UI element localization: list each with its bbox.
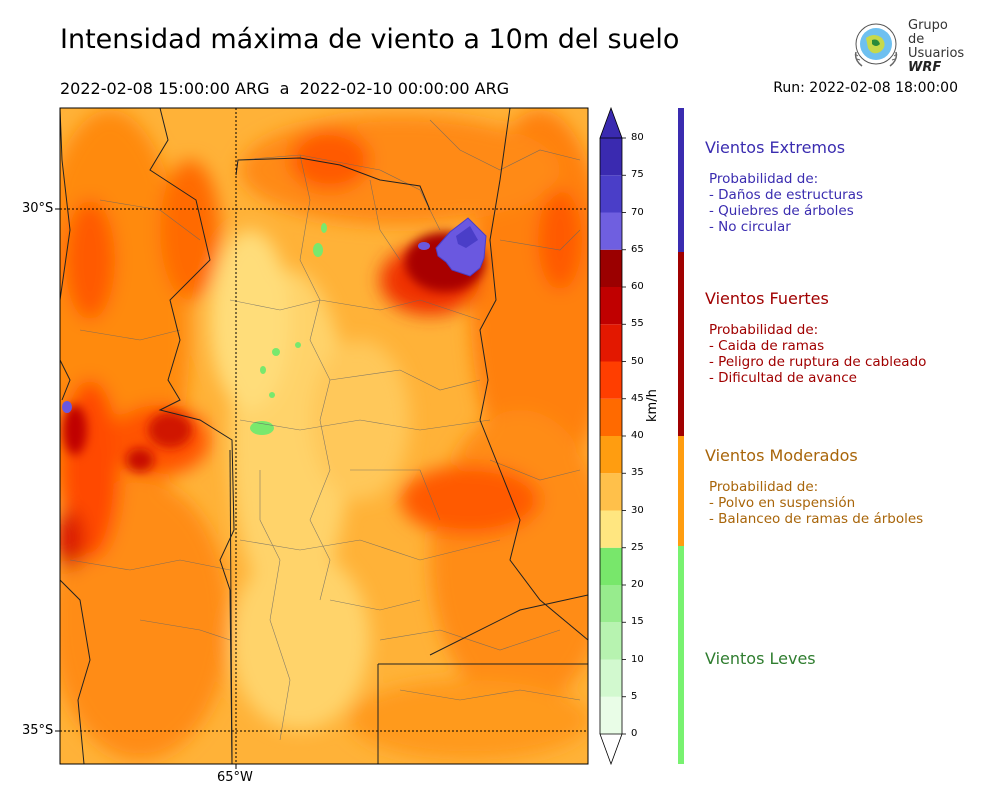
colorbar-segment (600, 622, 622, 660)
colorbar-segment (600, 212, 622, 250)
colorbar-tick-label: 75 (631, 169, 644, 181)
legend-category-heading: Vientos Fuertes (705, 289, 829, 308)
colorbar-segment (600, 138, 622, 176)
colorbar-segment (600, 287, 622, 325)
colorbar-max-extension (599, 106, 623, 139)
colorbar-tick-label: 40 (631, 430, 644, 441)
colorbar-tick-label: 30 (631, 504, 644, 516)
legend-category-line: Probabilidad de: (709, 322, 819, 338)
map-frame (59, 107, 589, 765)
logo-line-1: Grupo de (908, 18, 948, 47)
colorbar-tick-label: 20 (631, 579, 644, 590)
run-time: Run: 2022-02-08 18:00:00 (773, 80, 958, 96)
colorbar-tick-label: 65 (631, 243, 644, 255)
colorbar-segment (600, 510, 622, 548)
colorbar-segment (600, 324, 622, 362)
chart-title: Intensidad máxima de viento a 10m del su… (60, 24, 680, 55)
legend-category: Vientos Leves (705, 649, 816, 682)
colorbar-unit-label: km/h (645, 389, 660, 422)
colorbar-segment (600, 585, 622, 623)
wind-field (60, 108, 588, 764)
colorbar-segment (600, 398, 622, 436)
logo-line-3: WRF (908, 60, 942, 75)
legend-category: Vientos Fuertes Probabilidad de: - Caida d… (705, 289, 926, 386)
colorbar-tick-label: 55 (631, 318, 644, 330)
colorbar-tick-label: 5 (631, 690, 638, 702)
logo-line-2: Usuarios (908, 46, 965, 61)
legend-category-line: - Caida de ramas (709, 338, 825, 354)
colorbar-tick-label: 25 (631, 541, 644, 553)
colorbar-segment (600, 696, 622, 734)
lat-label-35s: 35°S (22, 723, 54, 738)
lon-label-65w: 65°W (217, 770, 253, 785)
colorbar-segment (600, 473, 622, 511)
legend-category-line: - Polvo en suspensión (709, 495, 856, 511)
legend-category: Vientos Moderados Probabilidad de: - Polvo… (705, 446, 923, 527)
legend-category: Vientos Extremos Probabilidad de: - Daños … (705, 138, 863, 235)
colorbar (599, 106, 626, 766)
legend-category-line: - No circular (709, 219, 791, 235)
colorbar-tick-label: 80 (631, 132, 644, 143)
legend-category-line: - Quiebres de árboles (709, 203, 854, 219)
colorbar-tick-label: 0 (631, 728, 638, 739)
legend-category-heading: Vientos Moderados (705, 446, 858, 465)
colorbar-tick-label: 70 (631, 206, 644, 218)
legend-category-line: Probabilidad de: (709, 479, 819, 495)
grid-lines (60, 108, 588, 764)
colorbar-segment (600, 249, 622, 287)
colorbar-tick-label: 15 (631, 616, 644, 628)
colorbar-segment (600, 659, 622, 697)
legend-category-line: Probabilidad de: (709, 171, 819, 187)
colorbar-segment (600, 175, 622, 213)
globe-logo-icon (854, 23, 898, 67)
colorbar-segment (600, 436, 622, 474)
colorbar-tick-label: 60 (631, 281, 644, 292)
logo: Grupo de Usuarios WRF (848, 16, 968, 75)
colorbar-tick-label: 10 (631, 653, 644, 665)
colorbar-tick-label: 35 (631, 467, 644, 479)
legend-category-heading: Vientos Leves (705, 649, 816, 668)
legend-category-heading: Vientos Extremos (705, 138, 846, 157)
legend-category-line: - Balanceo de ramas de árboles (709, 511, 924, 527)
legend-category-line: - Dificultad de avance (709, 370, 857, 386)
time-range: 2022-02-08 15:00:00 ARG a 2022-02-10 00:… (60, 79, 510, 98)
colorbar-segment (600, 361, 622, 399)
legend-category-line: - Peligro de ruptura de cableado (709, 354, 927, 370)
legend-category-line: - Daños de estructuras (709, 187, 864, 203)
colorbar-tick-label: 50 (631, 355, 644, 367)
colorbar-tick-label: 45 (631, 392, 644, 404)
lat-label-30s: 30°S (22, 201, 54, 216)
colorbar-segment (600, 547, 622, 585)
colorbar-min-extension (599, 733, 623, 766)
